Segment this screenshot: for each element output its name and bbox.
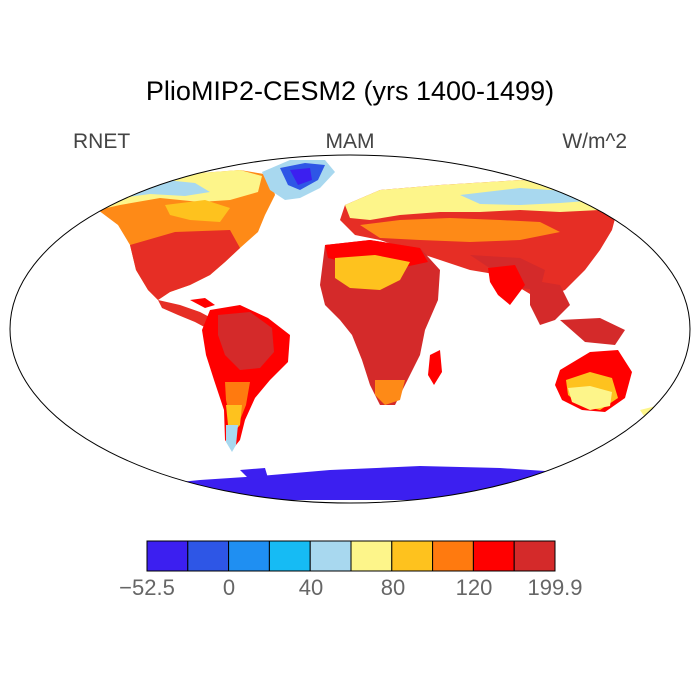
colorbar-swatch bbox=[472, 540, 515, 572]
greenland-landmass bbox=[262, 160, 335, 200]
variable-label: RNET bbox=[73, 130, 131, 153]
madagascar-landmass bbox=[428, 350, 442, 385]
globe-outline bbox=[9, 154, 691, 504]
central-america-landmass bbox=[158, 298, 220, 330]
colorbar-swatch bbox=[391, 540, 434, 572]
colorbar-swatch bbox=[268, 540, 311, 572]
colorbar-swatch bbox=[309, 540, 352, 572]
africa-landmass bbox=[320, 240, 440, 405]
australia-landmass bbox=[555, 350, 632, 412]
map-title: PlioMIP2-CESM2 (yrs 1400-1499) bbox=[145, 76, 555, 106]
colorbar-tick-label: 120 bbox=[455, 575, 493, 600]
colorbar-tick-label: 0 bbox=[222, 575, 236, 600]
colorbar-tick-label: −52.5 bbox=[119, 575, 175, 600]
colorbar-swatch bbox=[187, 540, 230, 572]
eurasia-landmass bbox=[340, 180, 620, 300]
colorbar-tick-label: 199.9 bbox=[527, 575, 583, 600]
colorbar-swatch bbox=[146, 540, 189, 572]
colorbar-swatch bbox=[228, 540, 270, 572]
south-asia-landmass bbox=[488, 265, 625, 345]
south-america-landmass bbox=[202, 305, 290, 452]
season-label: MAM bbox=[325, 130, 375, 153]
colorbar-swatch bbox=[432, 540, 474, 572]
units-label: W/m^2 bbox=[562, 130, 627, 153]
colorbar-tick-label: 40 bbox=[298, 575, 324, 600]
colorbar-tick-label: 80 bbox=[380, 575, 406, 600]
colorbar-swatch bbox=[350, 540, 393, 572]
colorbar-swatch bbox=[513, 540, 556, 572]
